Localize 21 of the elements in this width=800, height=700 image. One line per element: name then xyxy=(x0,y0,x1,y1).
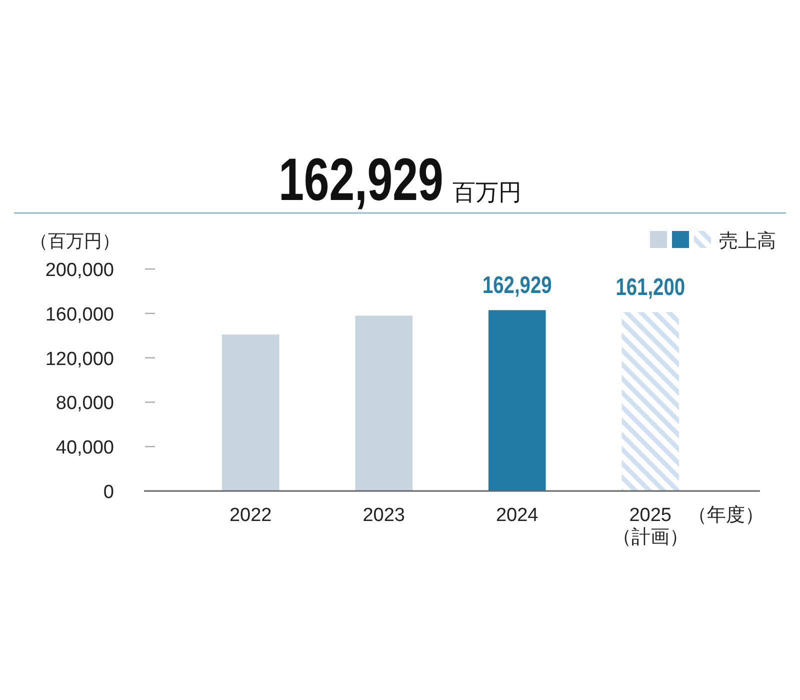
x-axis-title: （年度） xyxy=(688,504,764,526)
legend: 売上高 xyxy=(650,231,776,252)
data-label: 161,200 xyxy=(616,272,686,301)
bar xyxy=(488,310,546,491)
x-tick-label: 2024 xyxy=(496,505,539,526)
y-axis-title: （百万円） xyxy=(30,231,120,251)
y-tick-label: 120,000 xyxy=(45,348,114,370)
y-tick-label: 0 xyxy=(103,482,114,503)
x-tick-label: 2025 （計画） xyxy=(612,505,688,548)
bar xyxy=(622,312,680,491)
y-tick-label: 160,000 xyxy=(45,304,114,326)
data-label: 162,929 xyxy=(482,271,552,299)
y-tick-label: 80,000 xyxy=(56,393,114,414)
y-tick-label: 40,000 xyxy=(56,438,114,459)
x-tick-label: 2023 xyxy=(362,505,406,526)
bar xyxy=(355,316,413,491)
chart-title: 162,929 xyxy=(278,147,444,214)
bar xyxy=(222,334,280,491)
x-tick-label: 2022 xyxy=(229,505,272,526)
y-tick-label: 200,000 xyxy=(45,260,114,281)
chart-subtitle: 百万円 xyxy=(452,179,522,205)
